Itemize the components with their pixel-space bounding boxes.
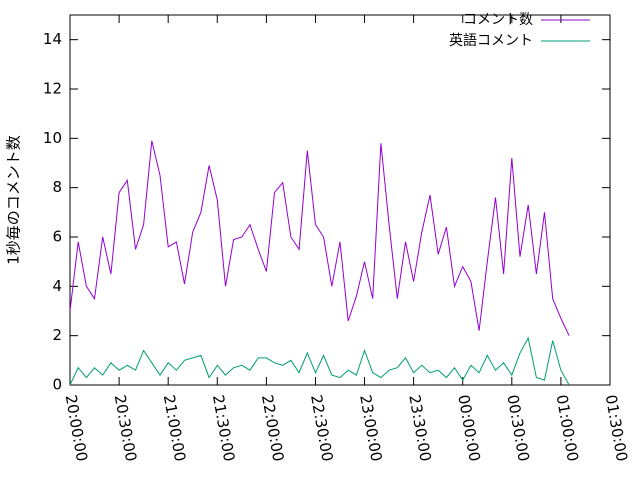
x-tick-label: 21:00:00 [160, 393, 189, 462]
series-line [69, 336, 570, 386]
x-tick-label: 01:00:00 [553, 393, 582, 462]
y-tick-label: 6 [52, 228, 62, 246]
x-tick-label: 20:00:00 [62, 393, 91, 462]
x-tick-label: 22:00:00 [258, 393, 287, 462]
x-tick-label: 23:00:00 [356, 393, 385, 462]
x-tick-label: 20:30:00 [111, 393, 140, 462]
legend-label: コメント数 [463, 12, 533, 28]
series-line [69, 140, 570, 336]
y-tick-label: 8 [52, 178, 62, 196]
y-tick-label: 2 [52, 326, 62, 344]
y-tick-label: 4 [52, 277, 62, 295]
x-tick-label: 22:30:00 [307, 393, 336, 462]
x-tick-label: 00:00:00 [454, 393, 483, 462]
plot-border [69, 14, 611, 386]
y-tick-label: 12 [43, 80, 62, 98]
x-tick-label: 23:30:00 [405, 393, 434, 462]
legend-label: 英語コメント [449, 32, 533, 49]
x-tick-label: 00:30:00 [503, 393, 532, 462]
y-tick-label: 10 [43, 129, 62, 147]
x-tick-label: 01:30:00 [602, 393, 631, 462]
y-axis-label: 1秒毎のコメント数 [5, 135, 23, 265]
y-tick-label: 0 [52, 376, 62, 394]
y-tick-label: 14 [43, 30, 62, 48]
x-tick-label: 21:30:00 [209, 393, 238, 462]
